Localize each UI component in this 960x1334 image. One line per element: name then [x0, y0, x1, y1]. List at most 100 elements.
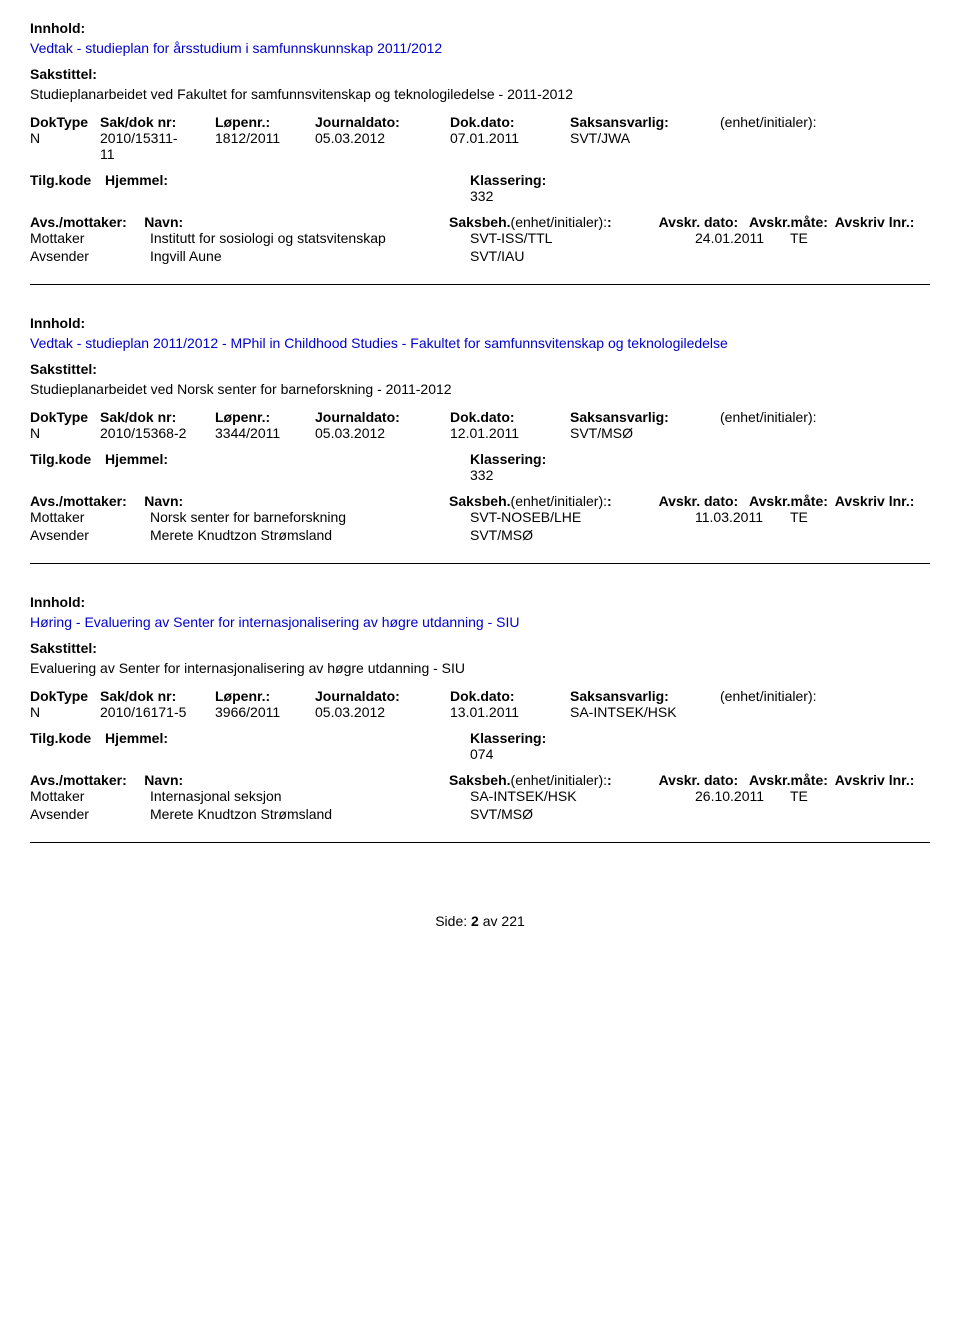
party-role: Mottaker	[30, 509, 150, 525]
val-klassering: 332	[470, 467, 930, 483]
col-colon: :	[607, 493, 612, 509]
col-journaldato: Journaldato:	[315, 688, 450, 704]
party-header-row: Avs./mottaker: Navn: Saksbeh.(enhet/init…	[30, 493, 930, 509]
col-tilgkode: Tilg.kode	[30, 451, 105, 467]
innhold-label: Innhold:	[30, 315, 930, 331]
col-avskrdato: Avskr. dato:	[659, 493, 749, 509]
party-mate	[790, 806, 850, 822]
footer-av-label: av	[483, 913, 498, 929]
doc-data-row: N 2010/15368-2 3344/2011 05.03.2012 12.0…	[30, 425, 930, 441]
sakstittel-text: Studieplanarbeidet ved Norsk senter for …	[30, 381, 930, 397]
innhold-title[interactable]: Vedtak - studieplan for årsstudium i sam…	[30, 40, 930, 56]
val-klassering: 332	[470, 188, 930, 204]
val-doktype: N	[30, 704, 100, 720]
val-lopenr: 1812/2011	[215, 130, 315, 162]
col-saksbeh-group: Saksbeh.(enhet/initialer)::	[449, 214, 659, 230]
col-dokdato: Dok.dato:	[450, 688, 570, 704]
col-enhet: (enhet/initialer):	[720, 114, 880, 130]
col-tilgkode: Tilg.kode	[30, 172, 105, 188]
col-doktype: DokType	[30, 688, 100, 704]
party-mate: TE	[790, 509, 850, 525]
col-dokdato: Dok.dato:	[450, 409, 570, 425]
party-date	[695, 806, 790, 822]
col-saksbeh-group: Saksbeh.(enhet/initialer)::	[449, 772, 659, 788]
party-saksbeh: SVT/MSØ	[470, 527, 695, 543]
party-name: Merete Knudtzon Strømsland	[150, 527, 470, 543]
party-header-row: Avs./mottaker: Navn: Saksbeh.(enhet/init…	[30, 772, 930, 788]
party-row: Avsender Merete Knudtzon Strømsland SVT/…	[30, 527, 930, 543]
col-enhet2: (enhet/initialer):	[511, 493, 608, 509]
doc-header-row: DokType Sak/dok nr: Løpenr.: Journaldato…	[30, 409, 930, 425]
sakstittel-label: Sakstittel:	[30, 640, 930, 656]
val-saksansvarlig: SA-INTSEK/HSK	[570, 704, 720, 720]
col-hjemmel: Hjemmel:	[105, 730, 470, 746]
val-dokdato: 12.01.2011	[450, 425, 570, 441]
col-avskrivlnr: Avskriv lnr.:	[835, 214, 930, 230]
party-role: Avsender	[30, 248, 150, 264]
val-saksansvarlig: SVT/JWA	[570, 130, 720, 162]
party-date: 11.03.2011	[695, 509, 790, 525]
col-lopenr: Løpenr.:	[215, 114, 315, 130]
col-avskrdato: Avskr. dato:	[659, 772, 749, 788]
val-dokdato: 07.01.2011	[450, 130, 570, 162]
col-klassering: Klassering:	[470, 451, 870, 467]
col-journaldato: Journaldato:	[315, 114, 450, 130]
doc-data-row: N 2010/15311- 11 1812/2011 05.03.2012 07…	[30, 130, 930, 162]
innhold-title[interactable]: Vedtak - studieplan 2011/2012 - MPhil in…	[30, 335, 930, 351]
party-name: Internasjonal seksjon	[150, 788, 470, 804]
col-avsmottaker: Avs./mottaker:	[30, 493, 144, 509]
col-dokdato: Dok.dato:	[450, 114, 570, 130]
party-date: 24.01.2011	[695, 230, 790, 246]
party-mate	[790, 248, 850, 264]
party-date	[695, 248, 790, 264]
col-sakdoknr: Sak/dok nr:	[100, 688, 215, 704]
footer-total-pages: 221	[501, 913, 524, 929]
party-saksbeh: SVT-ISS/TTL	[470, 230, 695, 246]
tilgkode-header-row: Tilg.kode Hjemmel: Klassering:	[30, 451, 930, 467]
col-klassering: Klassering:	[470, 730, 870, 746]
party-name: Merete Knudtzon Strømsland	[150, 806, 470, 822]
innhold-title[interactable]: Høring - Evaluering av Senter for intern…	[30, 614, 930, 630]
tilgkode-header-row: Tilg.kode Hjemmel: Klassering:	[30, 730, 930, 746]
val-journaldato: 05.03.2012	[315, 425, 450, 441]
sakstittel-text: Studieplanarbeidet ved Fakultet for samf…	[30, 86, 930, 102]
val-sakdok: 2010/15311- 11	[100, 130, 215, 162]
val-lopenr: 3344/2011	[215, 425, 315, 441]
party-row: Mottaker Norsk senter for barneforskning…	[30, 509, 930, 525]
val-sakdok: 2010/15368-2	[100, 425, 215, 441]
sakstittel-text: Evaluering av Senter for internasjonalis…	[30, 660, 930, 676]
val-journaldato: 05.03.2012	[315, 130, 450, 162]
col-tilgkode: Tilg.kode	[30, 730, 105, 746]
doc-header-row: DokType Sak/dok nr: Løpenr.: Journaldato…	[30, 688, 930, 704]
party-saksbeh: SA-INTSEK/HSK	[470, 788, 695, 804]
sakstittel-label: Sakstittel:	[30, 66, 930, 82]
record-divider	[30, 284, 930, 285]
party-row: Mottaker Institutt for sosiologi og stat…	[30, 230, 930, 246]
col-sakdoknr: Sak/dok nr:	[100, 114, 215, 130]
col-navn: Navn:	[144, 493, 449, 509]
val-sakdok-line2: 11	[100, 146, 115, 162]
col-avsmottaker: Avs./mottaker:	[30, 772, 144, 788]
party-role: Mottaker	[30, 230, 150, 246]
party-role: Avsender	[30, 527, 150, 543]
col-hjemmel: Hjemmel:	[105, 451, 470, 467]
val-lopenr: 3966/2011	[215, 704, 315, 720]
col-avskrivlnr: Avskriv lnr.:	[835, 772, 930, 788]
record-divider	[30, 842, 930, 843]
party-mate: TE	[790, 788, 850, 804]
party-name: Norsk senter for barneforskning	[150, 509, 470, 525]
val-dokdato: 13.01.2011	[450, 704, 570, 720]
footer-page-number: 2	[471, 913, 479, 929]
party-row: Avsender Merete Knudtzon Strømsland SVT/…	[30, 806, 930, 822]
col-colon: :	[607, 772, 612, 788]
val-sakdok: 2010/16171-5	[100, 704, 215, 720]
col-hjemmel: Hjemmel:	[105, 172, 470, 188]
journal-record: Innhold: Vedtak - studieplan for årsstud…	[30, 20, 930, 264]
col-avskrmate: Avskr.måte:	[749, 214, 835, 230]
col-avskrivlnr: Avskriv lnr.:	[835, 493, 930, 509]
col-lopenr: Løpenr.:	[215, 688, 315, 704]
party-date: 26.10.2011	[695, 788, 790, 804]
innhold-label: Innhold:	[30, 594, 930, 610]
col-journaldato: Journaldato:	[315, 409, 450, 425]
page-footer: Side: 2 av 221	[30, 913, 930, 929]
